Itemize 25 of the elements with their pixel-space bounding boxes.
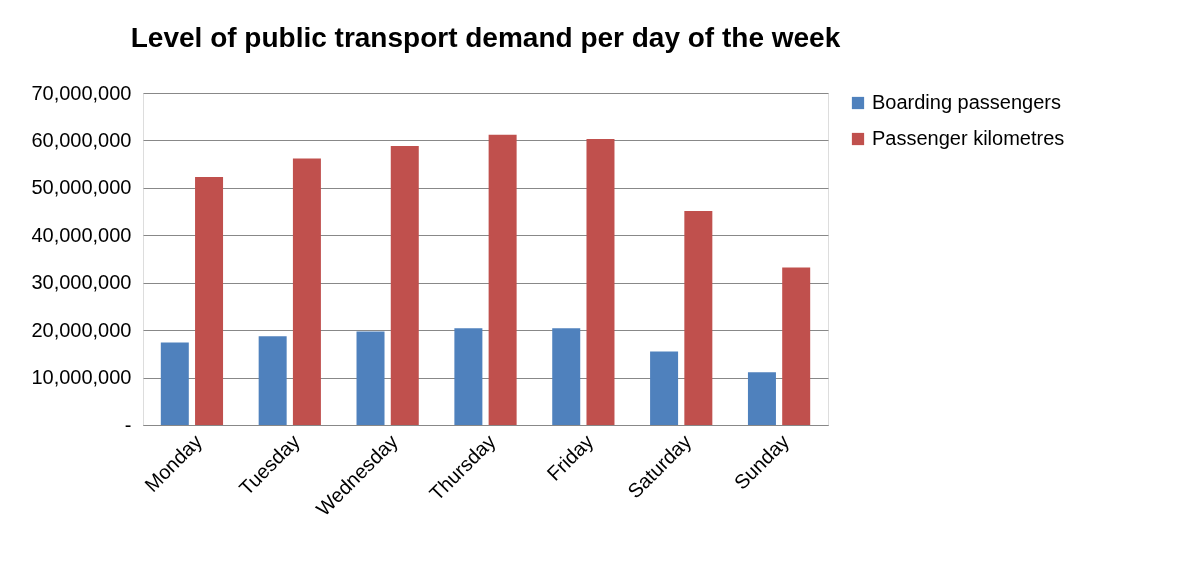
bar (552, 328, 581, 425)
bar (195, 176, 224, 425)
bar (292, 158, 321, 425)
bar (782, 267, 811, 425)
bar (356, 331, 385, 425)
y-tick-label: 30,000,000 (31, 271, 132, 294)
y-tick-label: 50,000,000 (31, 176, 132, 199)
chart-title: Level of public transport demand per day of the week (130, 22, 841, 53)
bar (160, 342, 189, 425)
bar (390, 146, 419, 425)
bar (650, 351, 679, 425)
bar (747, 372, 776, 425)
bar (454, 328, 483, 425)
bar (258, 336, 287, 425)
y-tick-label: 10,000,000 (31, 366, 132, 389)
y-tick-label: 40,000,000 (31, 223, 132, 246)
bar (488, 134, 517, 425)
y-tick-label: - (124, 413, 132, 436)
y-tick-label: 70,000,000 (31, 81, 132, 104)
bar (586, 139, 615, 425)
y-tick-label: 60,000,000 (31, 128, 132, 151)
legend-label: Boarding passengers (872, 91, 1062, 113)
legend-label: Passenger kilometres (872, 127, 1065, 149)
bar (684, 211, 713, 425)
y-tick-label: 20,000,000 (31, 318, 132, 341)
